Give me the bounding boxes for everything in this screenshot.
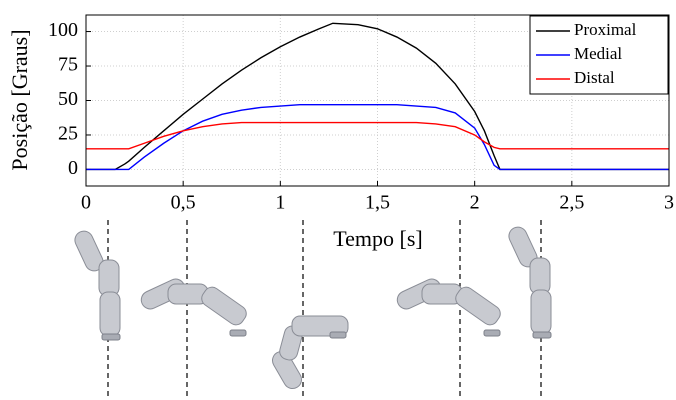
plot-frame	[85, 14, 670, 187]
finger-illustrations	[74, 220, 552, 400]
legend-label: Distal	[574, 68, 615, 87]
x-tick-label: 0,5	[171, 192, 196, 214]
legend-label: Proximal	[574, 20, 637, 39]
x-tick-label: 2,5	[559, 192, 584, 214]
x-tick-label: 0	[81, 192, 91, 214]
x-tick-label: 2	[470, 192, 480, 214]
line-series	[86, 22, 669, 171]
y-tick-label: 50	[58, 88, 78, 110]
y-tick-label: 0	[68, 157, 78, 179]
y-tick-label: 75	[58, 54, 78, 76]
line-series	[86, 121, 669, 150]
y-axis-label: Posição [Graus]	[7, 29, 32, 170]
legend-label: Medial	[574, 44, 622, 63]
y-tick-label: 25	[58, 123, 78, 145]
x-tick-label: 1	[275, 192, 285, 214]
x-tick-label: 3	[664, 192, 674, 214]
x-axis-label: Tempo [s]	[333, 226, 423, 251]
x-tick-label: 1,5	[365, 192, 390, 214]
y-tick-label: 100	[48, 19, 78, 41]
